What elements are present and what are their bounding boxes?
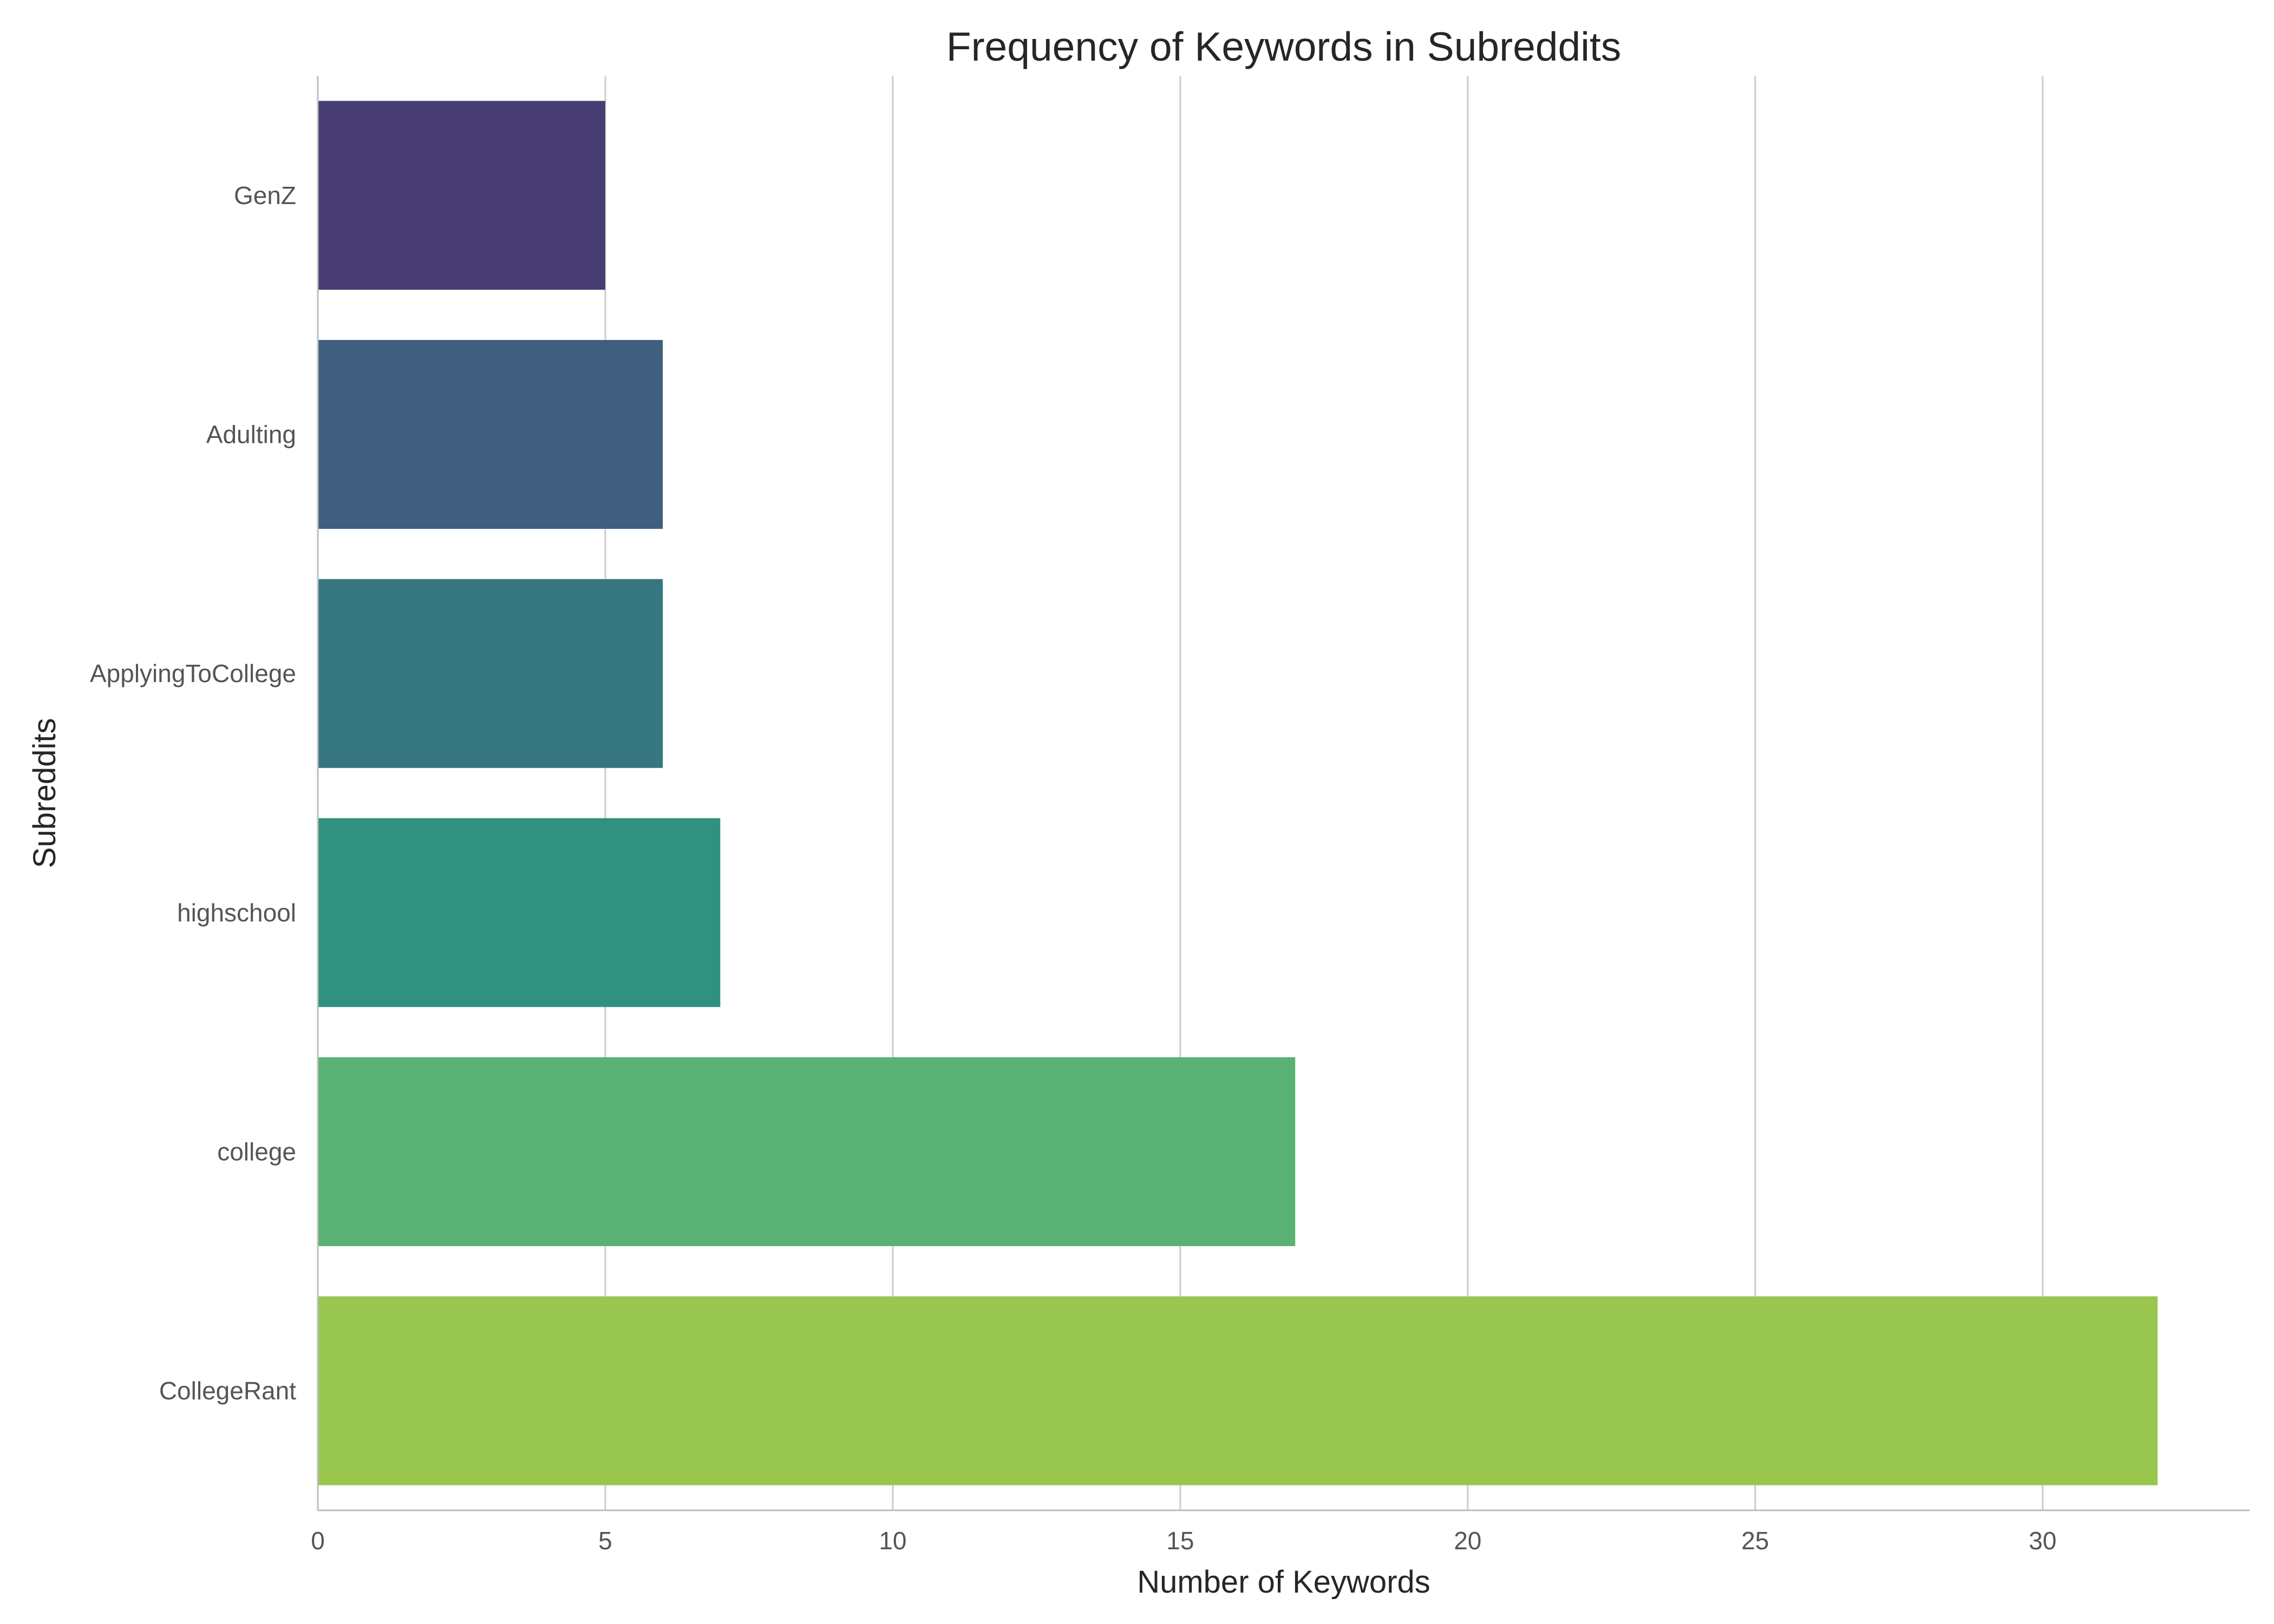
- x-tick-label-20: 20: [1454, 1527, 1481, 1555]
- grid-lines: [604, 76, 2044, 1510]
- bar-adulting: [318, 340, 663, 529]
- bars: [318, 101, 2158, 1485]
- bar-collegerant: [318, 1296, 2158, 1485]
- bar-applyingtocollege: [318, 579, 663, 768]
- y-tick-label-adulting: Adulting: [206, 421, 296, 449]
- bar-highschool: [318, 818, 721, 1007]
- chart-title: Frequency of Keywords in Subreddits: [946, 24, 1621, 69]
- y-tick-label-highschool: highschool: [177, 899, 296, 927]
- x-tick-label-15: 15: [1166, 1527, 1194, 1555]
- y-tick-label-collegerant: CollegeRant: [159, 1377, 296, 1405]
- x-tick-label-5: 5: [598, 1527, 612, 1555]
- x-axis-label: Number of Keywords: [1137, 1564, 1430, 1600]
- axes: [317, 76, 2250, 1511]
- x-tick-label-0: 0: [311, 1527, 325, 1555]
- y-tick-label-genz: GenZ: [234, 181, 296, 209]
- x-tick-label-25: 25: [1741, 1527, 1769, 1555]
- y-tick-label-applyingtocollege: ApplyingToCollege: [90, 659, 296, 687]
- y-axis-label: Subreddits: [27, 718, 62, 868]
- bar-college: [318, 1057, 1296, 1246]
- bar-genz: [318, 101, 605, 290]
- x-tick-label-30: 30: [2029, 1527, 2056, 1555]
- x-tick-label-10: 10: [879, 1527, 906, 1555]
- y-tick-labels: GenZ Adulting ApplyingToCollege highschool c…: [90, 181, 296, 1405]
- y-tick-label-college: college: [217, 1138, 296, 1166]
- x-tick-labels: 0 5 10 15 20 25 30: [311, 1527, 2056, 1555]
